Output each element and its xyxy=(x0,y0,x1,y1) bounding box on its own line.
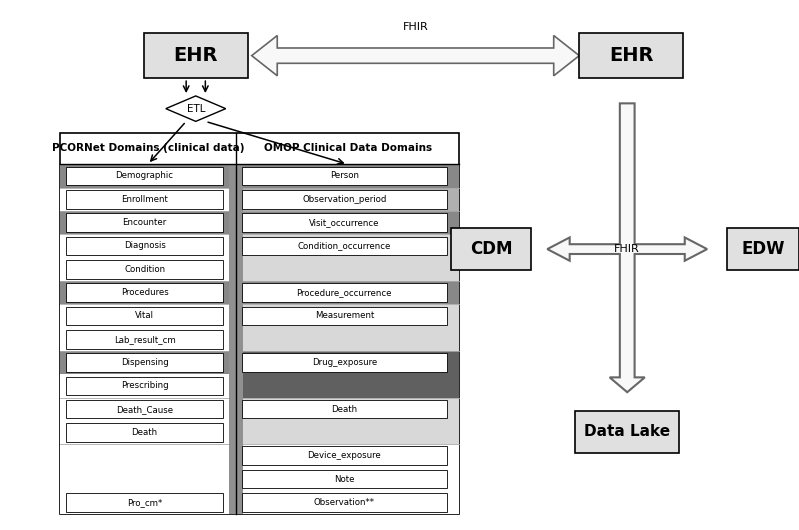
FancyBboxPatch shape xyxy=(144,33,248,78)
FancyBboxPatch shape xyxy=(60,258,236,281)
FancyBboxPatch shape xyxy=(236,281,459,304)
FancyBboxPatch shape xyxy=(60,328,236,351)
FancyBboxPatch shape xyxy=(60,421,236,444)
Text: Note: Note xyxy=(334,475,355,483)
FancyBboxPatch shape xyxy=(242,470,447,489)
FancyBboxPatch shape xyxy=(575,411,679,453)
FancyBboxPatch shape xyxy=(242,353,447,372)
Text: Visit_occurrence: Visit_occurrence xyxy=(309,218,380,227)
Text: Lab_result_cm: Lab_result_cm xyxy=(113,335,176,343)
FancyBboxPatch shape xyxy=(66,353,223,372)
FancyBboxPatch shape xyxy=(60,281,236,304)
FancyBboxPatch shape xyxy=(66,236,223,255)
FancyBboxPatch shape xyxy=(60,234,236,258)
FancyBboxPatch shape xyxy=(236,351,459,374)
Text: Observation**: Observation** xyxy=(314,498,375,507)
Text: Condition: Condition xyxy=(124,265,165,273)
Text: Drug_exposure: Drug_exposure xyxy=(312,358,377,367)
FancyBboxPatch shape xyxy=(66,493,223,512)
Text: Procedures: Procedures xyxy=(121,288,169,297)
FancyBboxPatch shape xyxy=(60,398,236,421)
Text: Encounter: Encounter xyxy=(122,218,167,227)
Text: Condition_occurrence: Condition_occurrence xyxy=(298,242,391,250)
FancyBboxPatch shape xyxy=(60,132,459,514)
Text: Person: Person xyxy=(330,172,359,180)
FancyBboxPatch shape xyxy=(727,228,799,270)
FancyBboxPatch shape xyxy=(60,351,236,374)
FancyBboxPatch shape xyxy=(66,423,223,442)
FancyBboxPatch shape xyxy=(60,188,236,211)
FancyBboxPatch shape xyxy=(60,467,236,491)
Text: Procedure_occurrence: Procedure_occurrence xyxy=(296,288,392,297)
Text: PCORNet Domains (clinical data): PCORNet Domains (clinical data) xyxy=(52,144,244,153)
Text: Prescribing: Prescribing xyxy=(121,382,169,390)
Text: Vital: Vital xyxy=(135,312,154,320)
Polygon shape xyxy=(166,96,225,121)
FancyBboxPatch shape xyxy=(242,306,447,325)
Text: Death: Death xyxy=(132,428,157,437)
FancyBboxPatch shape xyxy=(236,491,459,514)
FancyBboxPatch shape xyxy=(60,444,236,467)
Text: Pro_cm*: Pro_cm* xyxy=(127,498,162,507)
FancyBboxPatch shape xyxy=(242,446,447,465)
Text: Device_exposure: Device_exposure xyxy=(308,452,381,460)
FancyBboxPatch shape xyxy=(236,467,459,491)
FancyBboxPatch shape xyxy=(236,398,459,421)
FancyBboxPatch shape xyxy=(60,304,236,328)
FancyBboxPatch shape xyxy=(229,164,243,514)
Text: CDM: CDM xyxy=(470,240,513,258)
FancyBboxPatch shape xyxy=(66,190,223,209)
FancyBboxPatch shape xyxy=(236,188,459,211)
Text: Death: Death xyxy=(332,405,357,413)
FancyBboxPatch shape xyxy=(66,283,223,302)
FancyBboxPatch shape xyxy=(242,493,447,512)
Text: EDW: EDW xyxy=(741,240,785,258)
FancyBboxPatch shape xyxy=(236,421,459,444)
Text: EHR: EHR xyxy=(609,46,654,65)
FancyBboxPatch shape xyxy=(60,491,236,514)
FancyBboxPatch shape xyxy=(236,444,459,467)
FancyBboxPatch shape xyxy=(66,260,223,279)
Polygon shape xyxy=(547,103,707,392)
Text: Enrollment: Enrollment xyxy=(121,195,168,204)
FancyBboxPatch shape xyxy=(236,328,459,351)
FancyBboxPatch shape xyxy=(242,236,447,255)
FancyBboxPatch shape xyxy=(66,400,223,419)
Text: OMOP Clinical Data Domains: OMOP Clinical Data Domains xyxy=(264,144,431,153)
Text: Demographic: Demographic xyxy=(116,172,173,180)
FancyBboxPatch shape xyxy=(236,258,459,281)
FancyBboxPatch shape xyxy=(236,304,459,328)
FancyBboxPatch shape xyxy=(236,374,459,398)
Text: Observation_period: Observation_period xyxy=(302,195,387,204)
Text: FHIR: FHIR xyxy=(403,22,428,32)
Text: Data Lake: Data Lake xyxy=(584,425,670,439)
FancyBboxPatch shape xyxy=(236,211,459,234)
Text: Diagnosis: Diagnosis xyxy=(124,242,165,250)
Text: ETL: ETL xyxy=(186,104,205,113)
FancyBboxPatch shape xyxy=(66,376,223,395)
FancyBboxPatch shape xyxy=(242,400,447,419)
Text: Death_Cause: Death_Cause xyxy=(116,405,173,413)
FancyBboxPatch shape xyxy=(66,306,223,325)
FancyBboxPatch shape xyxy=(579,33,683,78)
FancyBboxPatch shape xyxy=(242,283,447,302)
Text: Measurement: Measurement xyxy=(315,312,374,320)
FancyBboxPatch shape xyxy=(236,234,459,258)
FancyBboxPatch shape xyxy=(242,213,447,232)
FancyBboxPatch shape xyxy=(60,211,236,234)
FancyBboxPatch shape xyxy=(242,166,447,185)
FancyBboxPatch shape xyxy=(66,330,223,349)
Text: Dispensing: Dispensing xyxy=(121,358,169,367)
FancyBboxPatch shape xyxy=(60,374,236,398)
FancyBboxPatch shape xyxy=(66,166,223,185)
Polygon shape xyxy=(252,36,579,76)
FancyBboxPatch shape xyxy=(242,190,447,209)
Text: EHR: EHR xyxy=(173,46,218,65)
FancyBboxPatch shape xyxy=(60,164,236,188)
FancyBboxPatch shape xyxy=(66,213,223,232)
FancyBboxPatch shape xyxy=(236,164,459,188)
Text: FHIR: FHIR xyxy=(614,244,640,254)
FancyBboxPatch shape xyxy=(451,228,531,270)
